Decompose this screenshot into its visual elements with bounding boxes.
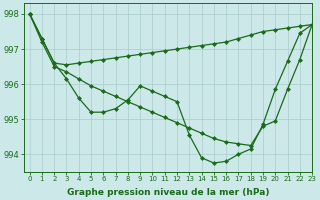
X-axis label: Graphe pression niveau de la mer (hPa): Graphe pression niveau de la mer (hPa) [67,188,269,197]
